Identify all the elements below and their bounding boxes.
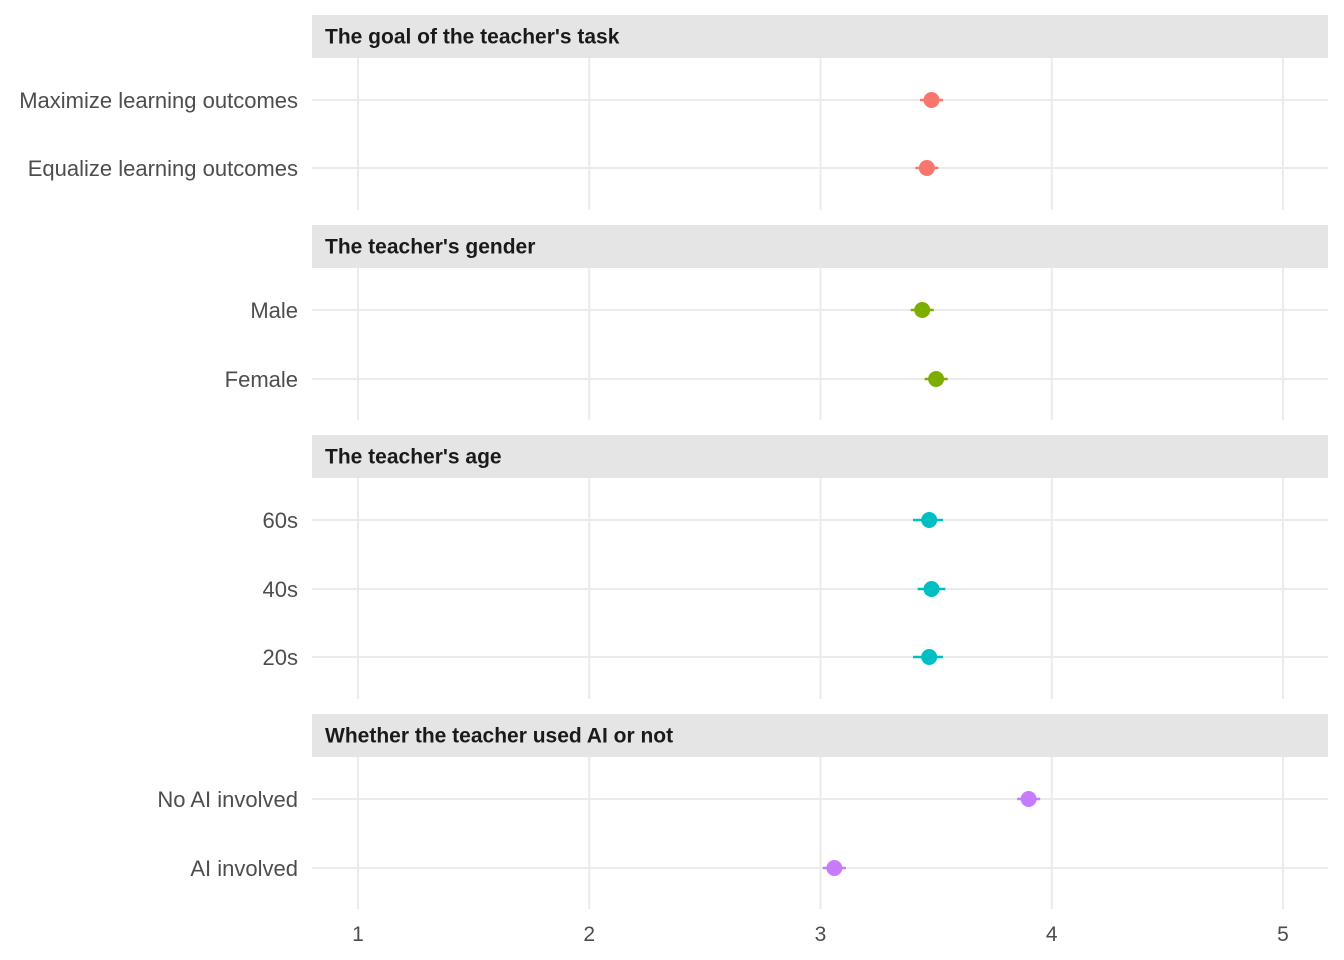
x-tick-label: 5 [1277,923,1289,946]
estimate-point [923,581,940,597]
category-label: Male [250,298,298,323]
facet-panel: Whether the teacher used AI or not No AI … [157,714,1328,909]
estimate-point [928,371,945,387]
x-tick-label: 4 [1046,923,1058,946]
facet-title: The teacher's age [325,446,502,469]
category-label: No AI involved [157,787,298,812]
estimate-point [923,92,940,108]
facet-strip [312,225,1328,268]
facet-title: The goal of the teacher's task [325,26,620,49]
category-label: 40s [263,577,298,602]
facet-strip [312,435,1328,478]
estimate-point [921,512,938,528]
facet-panel: The teacher's gender Male Female [225,225,1328,420]
estimate-point [826,860,843,876]
facet-title: Whether the teacher used AI or not [325,725,673,748]
category-label: 20s [263,645,298,670]
category-label: Maximize learning outcomes [19,88,298,113]
x-tick-label: 2 [583,923,595,946]
x-tick-label: 1 [352,923,364,946]
estimate-point [921,649,938,665]
facet-title: The teacher's gender [325,236,535,259]
facet-strip [312,15,1328,58]
category-label: 60s [263,508,298,533]
estimate-point [1020,791,1037,807]
category-label: Female [225,367,298,392]
facet-panel: The teacher's age 60s 40s 20s [263,435,1328,699]
facet-strip [312,714,1328,757]
facet-panel: The goal of the teacher's task Maximize l… [19,15,1328,210]
category-label: Equalize learning outcomes [28,156,298,181]
estimate-point [918,160,935,176]
estimate-point [914,302,931,318]
category-label: AI involved [190,856,298,881]
x-tick-label: 3 [815,923,827,946]
